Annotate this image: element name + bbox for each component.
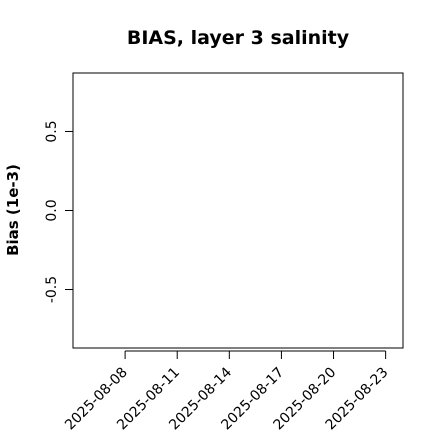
y-tick-label: 0.0 (44, 199, 60, 221)
y-tick-label: -0.5 (44, 276, 60, 303)
y-axis-label: Bias (1e-3) (4, 164, 22, 256)
plot-frame (72, 72, 404, 349)
x-axis: 2025-08-082025-08-112025-08-142025-08-17… (62, 350, 391, 433)
y-tick-label: 0.5 (44, 120, 60, 142)
y-axis: -0.5 0.0 0.5 (44, 120, 73, 303)
chart-title: BIAS, layer 3 salinity (127, 27, 350, 49)
